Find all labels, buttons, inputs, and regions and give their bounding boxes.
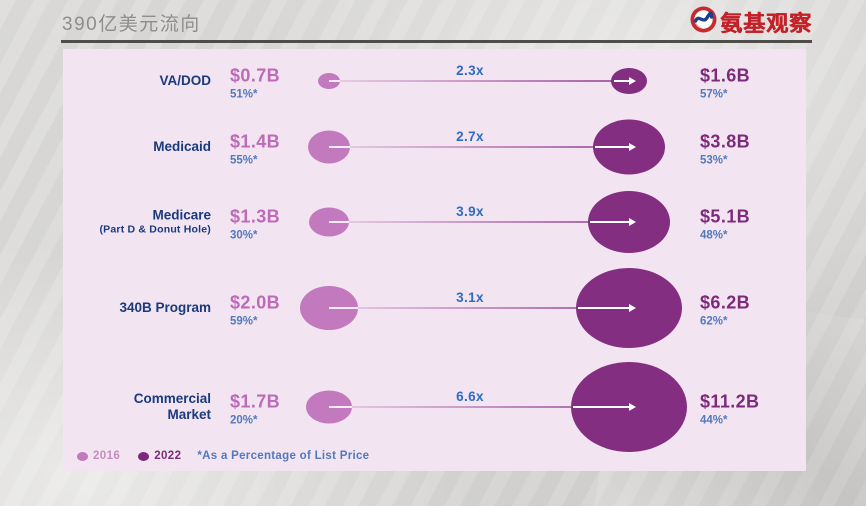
arrowhead [573,406,629,408]
chart-legend: 2016 2022 *As a Percentage of List Price [77,450,369,462]
value-2016: $1.3B 30%* [230,206,281,242]
percent-2016: 59%* [230,315,258,328]
category-main: Medicare [152,207,211,223]
chart-footnote: *As a Percentage of List Price [197,450,370,462]
amount-2016: $1.7B [230,391,281,412]
multiplier-label: 3.1x [456,290,484,305]
amount-2016: $0.7B [230,65,281,86]
row-category-label: Commercial Market [101,391,211,423]
page-title: 390亿美元流向 [62,14,201,35]
amount-2022: $1.6B [700,65,751,86]
value-2022: $5.1B 48%* [700,206,751,242]
row-category-label: Medicaid [63,139,211,155]
arrowhead [590,221,629,223]
growth-arrow-track [329,406,629,408]
percent-2022: 44%* [700,414,728,427]
arrowhead [578,307,629,309]
percent-2022: 53%* [700,154,728,167]
growth-arrow-track [329,307,629,309]
amount-2016: $1.3B [230,206,281,227]
category-main: 340B Program [119,299,211,315]
category-main: Commercial Market [133,390,211,422]
category-main: Medicaid [153,138,211,154]
category-main: VA/DOD [159,72,211,88]
legend-label-2022: 2022 [154,450,182,462]
percent-2016: 20%* [230,414,258,427]
bubble-highlight-line [329,80,340,82]
chart-panel: VA/DOD $0.7B 51%* 2.3x $1.6B 57%* Medica… [63,49,806,471]
growth-arrow-track [329,221,629,223]
row-category-label: 340B Program [63,300,211,316]
multiplier-label: 6.6x [456,389,484,404]
legend-label-2016: 2016 [93,450,121,462]
amount-2022: $5.1B [700,206,751,227]
bubble-highlight-line [329,146,350,148]
percent-2022: 48%* [700,229,728,242]
amount-2022: $6.2B [700,292,751,313]
multiplier-label: 2.7x [456,129,484,144]
row-category-label: Medicare (Part D & Donut Hole) [63,208,211,237]
value-2016: $2.0B 59%* [230,292,281,328]
multiplier-label: 3.9x [456,204,484,219]
value-2022: $3.8B 53%* [700,131,751,167]
percent-2022: 62%* [700,315,728,328]
bubble-highlight-line [329,307,358,309]
growth-arrow-track [329,80,629,82]
arrowhead [614,80,629,82]
header-divider [61,40,812,43]
amount-2016: $2.0B [230,292,281,313]
multiplier-label: 2.3x [456,63,484,78]
brand-logo-text: 氨基观察 [719,11,812,36]
value-2016: $0.7B 51%* [230,65,281,101]
percent-2016: 55%* [230,154,258,167]
brand-logo-icon [690,6,717,38]
row-category-label: VA/DOD [63,73,211,89]
legend-dot-2016 [77,451,88,461]
brand-logo: 氨基观察 [690,6,812,38]
category-sub: (Part D & Donut Hole) [99,223,211,236]
bubble-highlight-line [329,221,349,223]
value-2022: $1.6B 57%* [700,65,751,101]
amount-2016: $1.4B [230,131,281,152]
legend-dot-2022 [138,451,150,461]
percent-2022: 57%* [700,88,728,101]
percent-2016: 30%* [230,229,258,242]
value-2016: $1.4B 55%* [230,131,281,167]
arrowhead [595,146,629,148]
growth-arrow-track [329,146,629,148]
percent-2016: 51%* [230,88,258,101]
amount-2022: $11.2B [700,391,760,412]
value-2016: $1.7B 20%* [230,391,281,427]
value-2022: $6.2B 62%* [700,292,751,328]
value-2022: $11.2B 44%* [700,391,760,427]
bubble-highlight-line [329,406,352,408]
amount-2022: $3.8B [700,131,751,152]
